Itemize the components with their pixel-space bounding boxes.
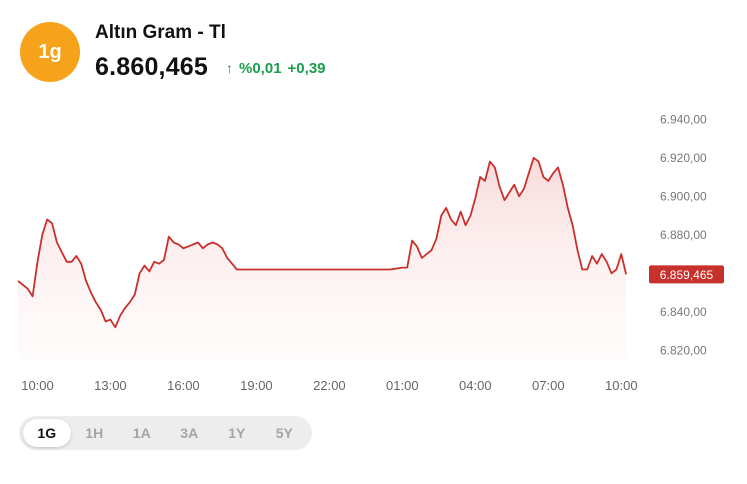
x-tick-label: 16:00 (167, 378, 200, 393)
y-tick-label: 6.820,00 (660, 343, 707, 357)
gold-gram-logo: 1g (20, 22, 80, 82)
range-tabs: 1G 1H 1A 3A 1Y 5Y (19, 416, 312, 450)
current-price-tag (649, 265, 724, 284)
y-tick-label: 6.840,00 (660, 305, 707, 319)
change-percent: %0,01 (239, 60, 282, 77)
x-tick-label: 10:00 (605, 378, 638, 393)
instrument-title: Altın Gram - Tl (95, 22, 226, 43)
tab-5y[interactable]: 5Y (275, 425, 293, 441)
current-price-tag-label: 6.859,465 (660, 268, 714, 282)
x-tick-label: 10:00 (21, 378, 54, 393)
price-change: ↑ %0,01 +0,39 (226, 60, 326, 77)
logo-text: 1g (38, 40, 62, 63)
price-chart[interactable]: 6.940,006.920,006.900,006.880,006.860,00… (0, 90, 747, 400)
y-tick-label: 6.940,00 (660, 112, 707, 126)
x-tick-label: 13:00 (94, 378, 127, 393)
tab-1y[interactable]: 1Y (228, 425, 246, 441)
y-tick-label: 6.880,00 (660, 228, 707, 242)
x-tick-label: 07:00 (532, 378, 565, 393)
x-tick-label: 01:00 (386, 378, 419, 393)
change-value: +0,39 (287, 60, 326, 77)
y-tick-label: 6.900,00 (660, 189, 707, 203)
x-tick-label: 04:00 (459, 378, 492, 393)
tab-3a[interactable]: 3A (180, 425, 199, 441)
price-line (17, 156, 627, 329)
tab-1a[interactable]: 1A (132, 425, 151, 441)
x-tick-label: 22:00 (313, 378, 346, 393)
x-tick-label: 19:00 (240, 378, 273, 393)
tab-1h[interactable]: 1H (85, 425, 104, 441)
current-price: 6.860,465 (95, 53, 209, 81)
up-arrow-icon: ↑ (226, 60, 233, 76)
price-area-fill (18, 157, 627, 360)
y-tick-label: 6.920,00 (660, 151, 707, 165)
tab-1g[interactable]: 1G (23, 419, 71, 447)
